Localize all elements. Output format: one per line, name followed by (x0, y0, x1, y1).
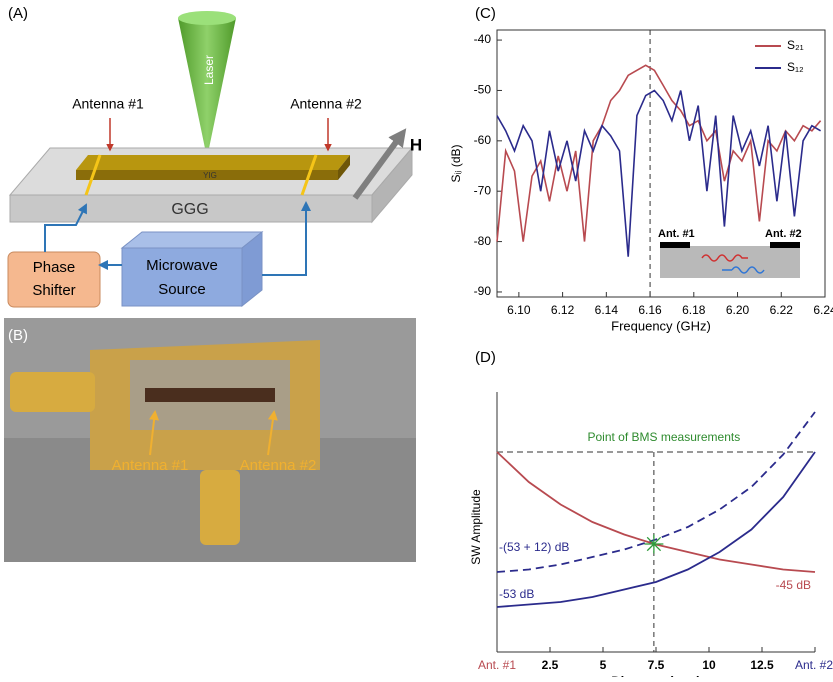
panel-a: (A) Laser YIG Antenna #1 Antenna #2 H GG… (8, 5, 422, 307)
panel-b: (B) Antenna #1 Antenna #2 (4, 318, 416, 562)
y-tick-label: -40 (474, 32, 492, 46)
box-label: Phase (33, 259, 76, 276)
y-tick-label: -90 (474, 284, 492, 298)
laser-label: Laser (202, 55, 216, 85)
box-label: Microwave (146, 257, 218, 274)
x-axis-label: Distance (mm) (611, 673, 701, 677)
substrate-label: GGG (171, 201, 208, 218)
panel-label: (C) (475, 5, 496, 22)
annotation: Point of BMS measurements (588, 430, 741, 444)
x-tick-label: 6.24 (813, 303, 833, 317)
x-tick-label: 6.10 (507, 303, 531, 317)
antenna-label: Antenna #2 (290, 96, 362, 112)
annotation: -45 dB (776, 578, 811, 592)
y-axis-label: SW Amplitude (469, 489, 483, 565)
x-tick-label: 6.20 (726, 303, 750, 317)
laser-top (178, 11, 236, 25)
photo-sample (145, 388, 275, 402)
x-tick-label: 10 (702, 658, 716, 672)
x-tick-label: 6.22 (770, 303, 794, 317)
x-tick-label: 12.5 (750, 658, 774, 672)
x-tick-label: 6.14 (595, 303, 619, 317)
y-tick-label: -80 (474, 234, 492, 248)
y-axis-label: Sᵢⱼ (dB) (449, 145, 463, 183)
charts: (C) 6.10 6.12 6.14 6.16 6.18 6.20 6.22 6.24 -40 -5… (449, 5, 833, 677)
source-top (122, 232, 262, 248)
yig-top (76, 155, 350, 170)
box-label: Source (158, 281, 206, 298)
y-tick-label: -50 (474, 83, 492, 97)
yig-label: YIG (203, 171, 217, 180)
x-tick-label: 5 (600, 658, 607, 672)
antenna-label: Antenna #1 (112, 457, 189, 474)
marker: ✳ (643, 529, 665, 559)
antenna-label: Antenna #1 (72, 96, 144, 112)
x-tick-label: 6.18 (682, 303, 706, 317)
inset-label: Ant. #2 (765, 228, 802, 240)
figure: (A) Laser YIG Antenna #1 Antenna #2 H GG… (0, 0, 833, 677)
annotation: -53 dB (499, 587, 534, 601)
y-tick-label: -60 (474, 133, 492, 147)
x-tick-label: Ant. #1 (478, 658, 516, 672)
inset-antenna (660, 242, 690, 248)
y-tick-label: -70 (474, 183, 492, 197)
x-tick-label: Ant. #2 (795, 658, 833, 672)
panel-label: (A) (8, 5, 28, 22)
x-axis-label: Frequency (GHz) (611, 318, 711, 333)
x-tick-label: 2.5 (542, 658, 559, 672)
box-label: Shifter (32, 282, 75, 299)
inset-antenna (770, 242, 800, 248)
field-label: H (410, 135, 422, 154)
inset-substrate (660, 246, 800, 278)
laser-cone (178, 18, 236, 158)
inset-label: Ant. #1 (658, 228, 695, 240)
x-tick-label: 6.16 (638, 303, 662, 317)
legend-label: S₁₂ (787, 60, 804, 74)
x-tick-label: 6.12 (551, 303, 575, 317)
panel-label: (B) (8, 327, 28, 344)
panel-label: (D) (475, 349, 496, 366)
annotation: -(53 + 12) dB (499, 540, 569, 554)
photo-connector (10, 372, 95, 412)
photo-connector (200, 470, 240, 545)
legend-label: S₂₁ (787, 38, 804, 52)
antenna-label: Antenna #2 (240, 457, 317, 474)
x-tick-label: 7.5 (648, 658, 665, 672)
